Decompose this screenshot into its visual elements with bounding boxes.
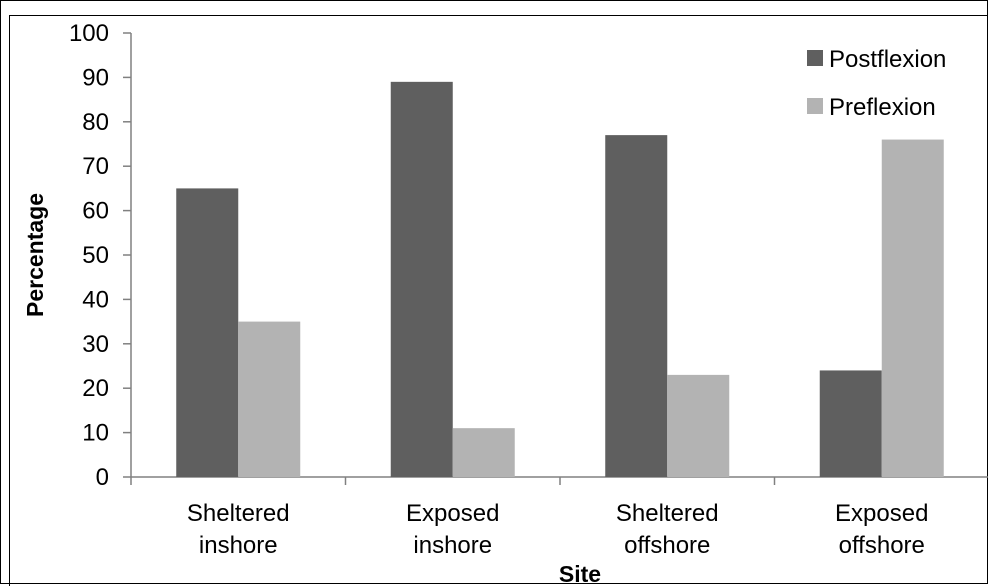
bar-preflexion-1	[452, 428, 515, 477]
chart-inner-border	[9, 15, 988, 586]
x-category-label: inshore	[199, 532, 278, 559]
y-tick-label: 20	[82, 375, 109, 402]
bar-preflexion-0	[238, 321, 301, 477]
y-tick-label: 10	[82, 420, 109, 447]
x-axis-title: Site	[559, 561, 601, 585]
x-category-label: Sheltered	[187, 500, 290, 527]
y-tick-label: 40	[82, 286, 109, 313]
bar-preflexion-2	[667, 374, 730, 477]
y-tick-label: 0	[96, 464, 109, 491]
legend-swatch-postflexion	[807, 50, 823, 66]
y-tick-label: 50	[82, 242, 109, 269]
bars	[176, 81, 944, 477]
y-axis-title: Percentage	[22, 193, 48, 317]
bar-postflexion-2	[605, 135, 668, 477]
x-category-label: offshore	[624, 532, 710, 559]
y-tick-label: 30	[82, 331, 109, 358]
x-category-label: inshore	[413, 532, 492, 559]
bar-postflexion-0	[176, 188, 239, 477]
x-axis: Sheltered inshore Exposed inshore Sheltered o…	[130, 476, 988, 559]
legend: Postflexion Preflexion	[807, 46, 946, 121]
bar-preflexion-3	[881, 139, 944, 477]
x-category-label: offshore	[839, 532, 925, 559]
bar-postflexion-3	[819, 370, 882, 477]
legend-label-postflexion: Postflexion	[829, 46, 946, 73]
y-tick-label: 100	[69, 20, 109, 47]
bar-postflexion-1	[390, 81, 453, 477]
y-axis: 0 10 20 30 40 50 60 70 80 90 100	[69, 20, 132, 491]
legend-swatch-preflexion	[807, 98, 823, 114]
y-tick-label: 90	[82, 64, 109, 91]
x-category-label: Exposed	[406, 500, 499, 527]
x-category-label: Sheltered	[616, 500, 719, 527]
legend-label-preflexion: Preflexion	[829, 94, 936, 121]
y-tick-label: 70	[82, 153, 109, 180]
x-category-label: Exposed	[835, 500, 928, 527]
y-tick-label: 80	[82, 109, 109, 136]
y-tick-label: 60	[82, 198, 109, 225]
